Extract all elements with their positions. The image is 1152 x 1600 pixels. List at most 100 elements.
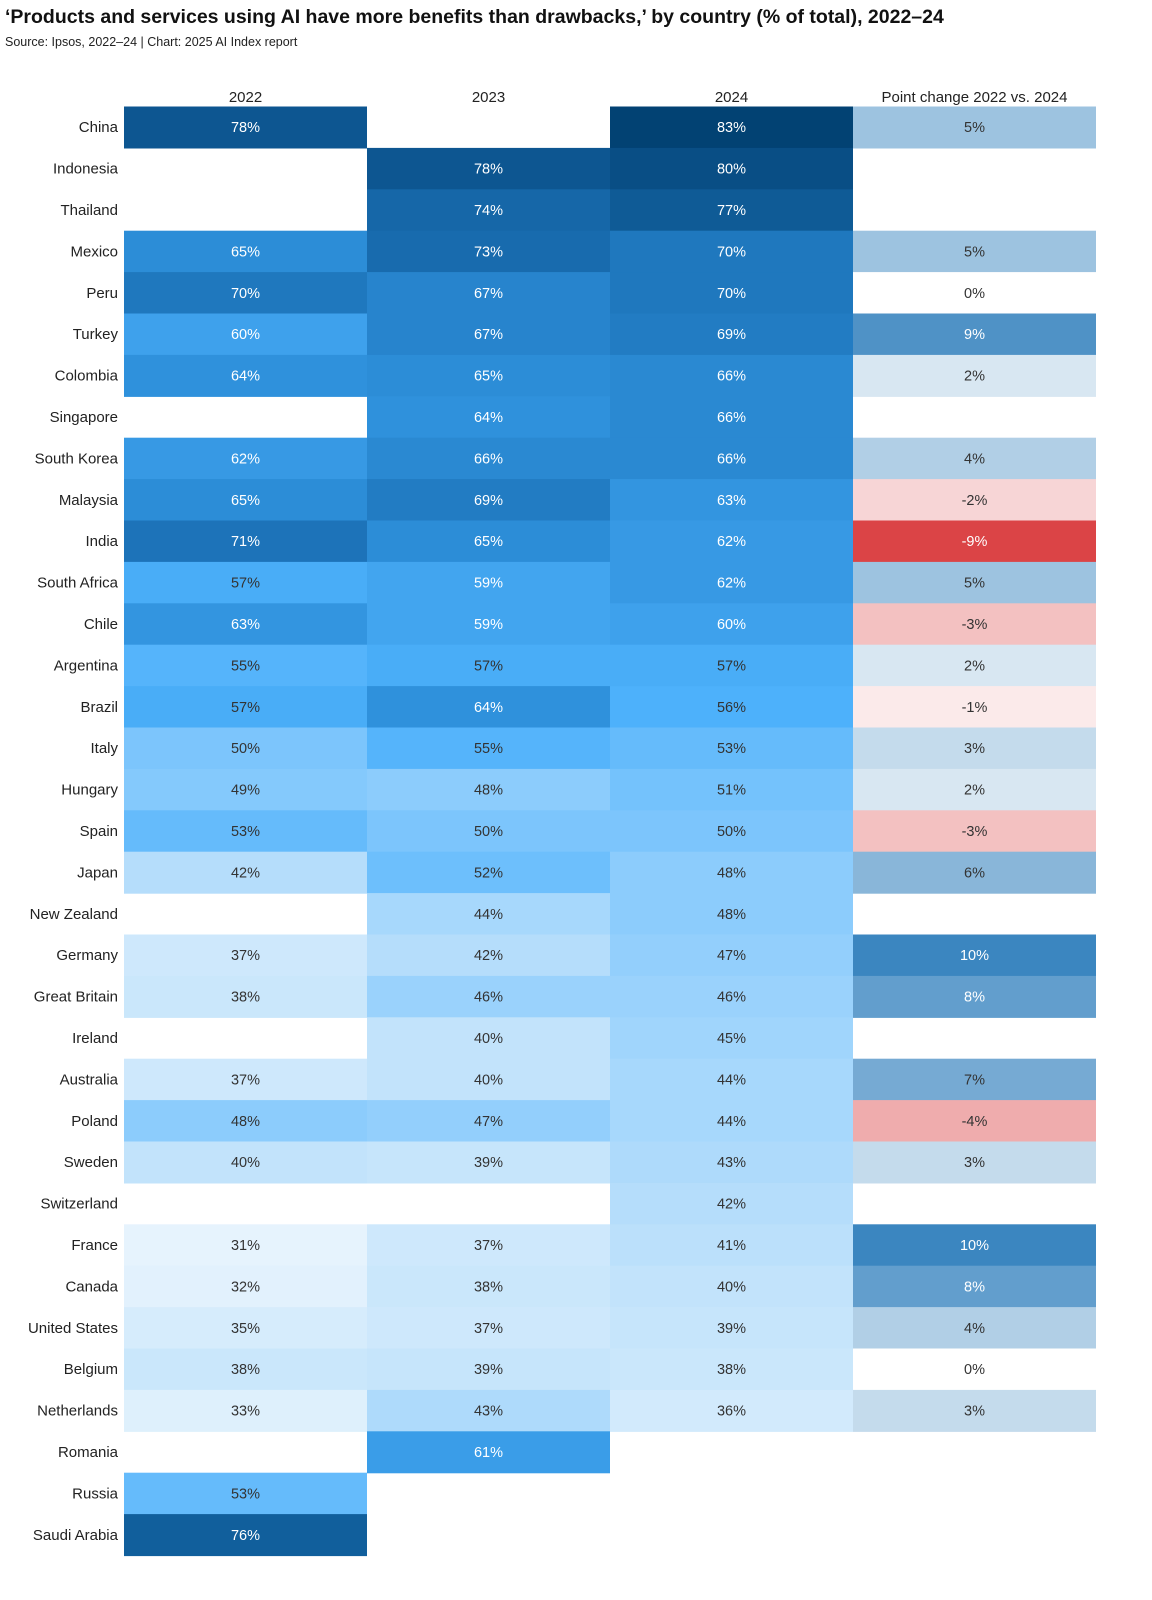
table-row: Colombia 64% 65% 66% 2% — [55, 354, 1096, 397]
row-label: Poland — [71, 1113, 118, 1130]
change-cell — [853, 354, 1096, 397]
heatmap-cell — [367, 1389, 610, 1432]
heatmap-cell — [367, 768, 610, 811]
cell-value-label: 78% — [474, 162, 503, 178]
heatmap-cell — [610, 1141, 853, 1184]
row-label: Malaysia — [59, 492, 119, 509]
table-row: Ireland 40% 45% — [72, 1017, 853, 1060]
change-cell — [853, 768, 1096, 811]
cell-value-label: 48% — [474, 783, 503, 799]
change-cell — [853, 934, 1096, 977]
heatmap-cell — [124, 686, 367, 729]
cell-value-label: 46% — [474, 990, 503, 1006]
table-row: Saudi Arabia 76% — [33, 1514, 367, 1557]
cell-value-label: 43% — [717, 1155, 746, 1171]
table-row: Great Britain 38% 46% 46% 8% — [34, 975, 1096, 1018]
heatmap-cell — [124, 768, 367, 811]
heatmap-cell — [367, 603, 610, 646]
table-row: Netherlands 33% 43% 36% 3% — [37, 1389, 1096, 1432]
heatmap-cell — [367, 189, 610, 232]
heatmap-cell — [124, 727, 367, 770]
heatmap-cell — [124, 1472, 367, 1515]
cell-value-label: 57% — [717, 658, 746, 674]
table-row: Poland 48% 47% 44% -4% — [71, 1100, 1096, 1143]
row-label: South Korea — [35, 450, 119, 467]
heatmap-cell — [367, 354, 610, 397]
cell-value-label: 3% — [964, 741, 985, 757]
cell-value-label: 0% — [964, 1362, 985, 1378]
heatmap-cell — [124, 1514, 367, 1557]
row-label: Canada — [65, 1278, 118, 1295]
heatmap-cell — [610, 603, 853, 646]
cell-value-label: 64% — [231, 369, 260, 385]
change-cell — [853, 1141, 1096, 1184]
heatmap-cell — [367, 1141, 610, 1184]
cell-value-label: 61% — [474, 1445, 503, 1461]
cell-value-label: 57% — [474, 658, 503, 674]
cell-value-label: 66% — [717, 451, 746, 467]
heatmap-cell — [610, 1307, 853, 1350]
cell-value-label: 43% — [474, 1404, 503, 1420]
heatmap-cell — [610, 1100, 853, 1143]
change-cell — [853, 1265, 1096, 1308]
cell-value-label: 59% — [474, 617, 503, 633]
row-label: Saudi Arabia — [33, 1527, 119, 1544]
cell-value-label: 47% — [717, 948, 746, 964]
cell-value-label: 44% — [474, 907, 503, 923]
heatmap-cell — [610, 1017, 853, 1060]
change-cell — [853, 1348, 1096, 1391]
table-row: Thailand 74% 77% — [60, 189, 853, 232]
cell-value-label: 50% — [474, 824, 503, 840]
heatmap-cell — [610, 354, 853, 397]
cell-value-label: 35% — [231, 1321, 260, 1337]
row-label: Belgium — [64, 1361, 118, 1378]
table-row: Turkey 60% 67% 69% 9% — [73, 313, 1096, 356]
heatmap-cell — [610, 1058, 853, 1101]
column-header: 2024 — [715, 89, 748, 106]
heatmap-cell — [610, 1389, 853, 1432]
change-cell — [853, 1389, 1096, 1432]
heatmap-cell — [124, 1348, 367, 1391]
change-cell — [853, 1100, 1096, 1143]
cell-value-label: 70% — [717, 244, 746, 260]
cell-value-label: 5% — [964, 120, 985, 136]
row-label: India — [85, 533, 118, 550]
cell-value-label: 8% — [964, 990, 985, 1006]
table-row: Peru 70% 67% 70% 0% — [86, 272, 1096, 315]
column-header: 2022 — [229, 89, 262, 106]
cell-value-label: 53% — [231, 1486, 260, 1502]
cell-value-label: 32% — [231, 1279, 260, 1295]
chart-subtitle: Source: Ipsos, 2022–24 | Chart: 2025 AI … — [5, 35, 298, 49]
heatmap-cell — [610, 1224, 853, 1267]
cell-value-label: 48% — [231, 1114, 260, 1130]
row-label: Chile — [84, 616, 118, 633]
change-cell — [853, 230, 1096, 273]
heatmap-cell — [610, 230, 853, 273]
cell-value-label: 66% — [717, 410, 746, 426]
cell-value-label: 3% — [964, 1155, 985, 1171]
cell-value-label: 40% — [474, 1072, 503, 1088]
cell-value-label: 49% — [231, 783, 260, 799]
heatmap-cell — [610, 644, 853, 687]
table-row: Hungary 49% 48% 51% 2% — [61, 768, 1096, 811]
cell-value-label: 66% — [474, 451, 503, 467]
heatmap-cell — [610, 975, 853, 1018]
heatmap-cell — [610, 437, 853, 480]
table-row: Sweden 40% 39% 43% 3% — [64, 1141, 1096, 1184]
cell-value-label: 69% — [717, 327, 746, 343]
cell-value-label: 78% — [231, 120, 260, 136]
heatmap-cell — [124, 437, 367, 480]
heatmap-cell — [124, 644, 367, 687]
cell-value-label: 38% — [231, 1362, 260, 1378]
table-row: Switzerland 42% — [40, 1182, 853, 1225]
heatmap-cell — [367, 644, 610, 687]
table-row: Singapore 64% 66% — [50, 396, 853, 439]
table-row: Indonesia 78% 80% — [53, 147, 853, 190]
cell-value-label: 57% — [231, 700, 260, 716]
heatmap-cell — [124, 975, 367, 1018]
row-label: Spain — [80, 823, 118, 840]
table-row: India 71% 65% 62% -9% — [85, 520, 1096, 563]
cell-value-label: 39% — [717, 1321, 746, 1337]
table-row: Italy 50% 55% 53% 3% — [90, 727, 1096, 770]
cell-value-label: 56% — [717, 700, 746, 716]
